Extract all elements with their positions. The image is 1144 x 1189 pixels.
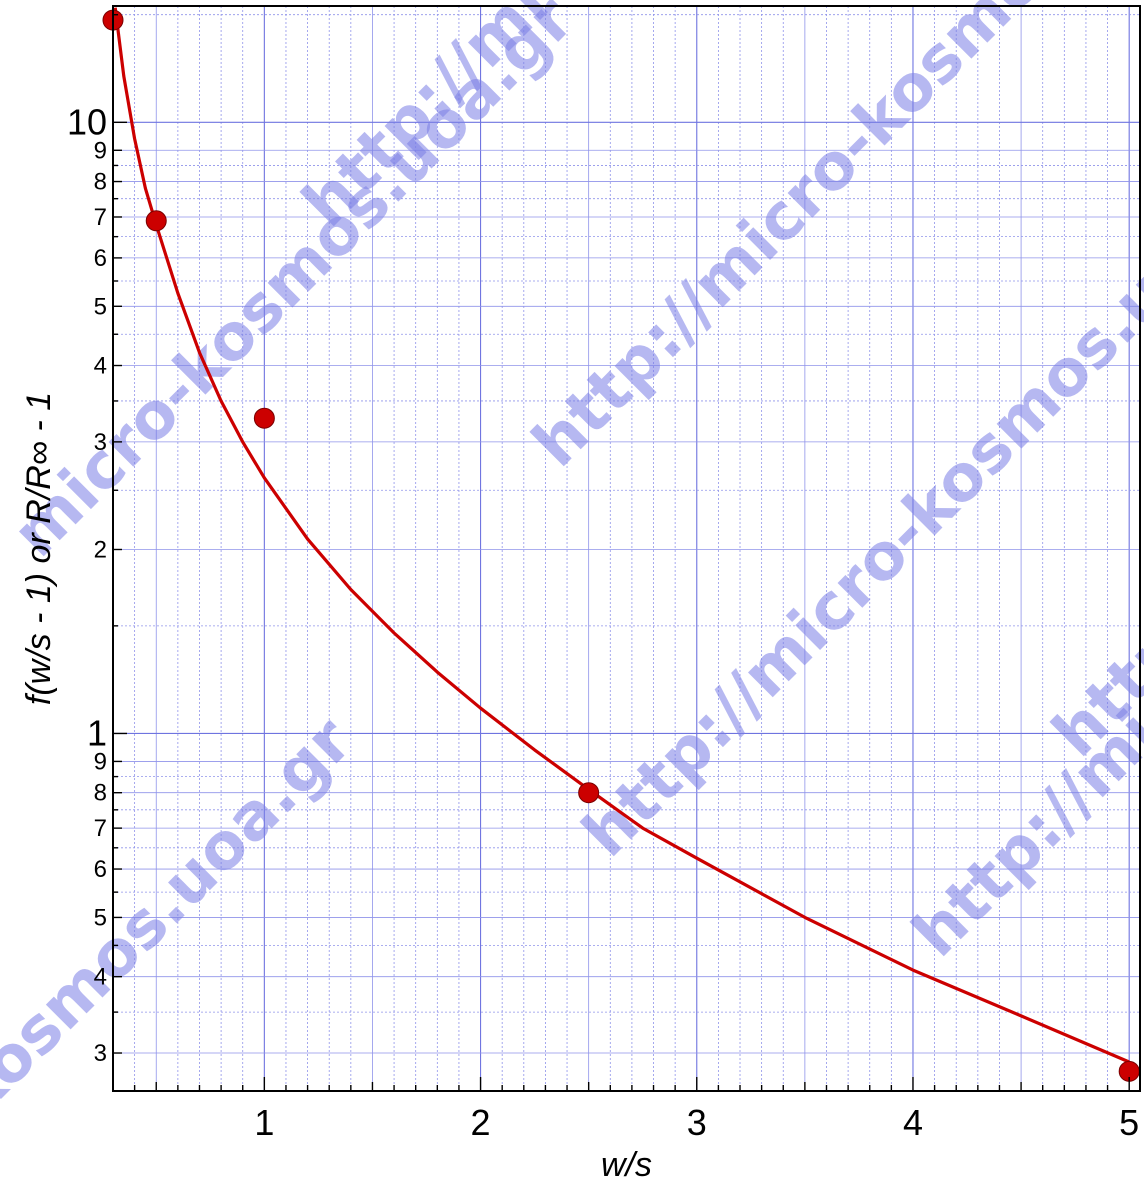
data-point — [578, 782, 600, 804]
watermark-layer: http://micro-kosmos.uoa.gr http://micro-… — [0, 0, 1144, 1131]
y-tick-label: 6 — [94, 856, 107, 883]
grid — [112, 6, 1140, 1091]
x-tick-label: 4 — [903, 1102, 923, 1143]
y-tick-label: 8 — [94, 169, 107, 196]
x-axis: 1 2 3 4 5 — [112, 1077, 1139, 1143]
y-tick-label: 1 — [87, 712, 107, 753]
y-tick-label: 5 — [94, 904, 107, 931]
y-tick-label: 3 — [94, 429, 107, 456]
y-tick-label: 4 — [94, 964, 107, 991]
x-tick-label: 1 — [254, 1102, 274, 1143]
plot-frame — [112, 5, 1141, 1092]
y-tick-label: 4 — [94, 353, 107, 380]
y-tick-label: 6 — [94, 245, 107, 272]
y-tick-label: 2 — [94, 536, 107, 563]
y-tick-label: 9 — [94, 137, 107, 164]
y-tick-label: 3 — [94, 1040, 107, 1067]
data-point — [253, 407, 275, 429]
y-tick-label: 7 — [94, 815, 107, 842]
x-tick-label: 3 — [687, 1102, 707, 1143]
x-tick-label: 2 — [471, 1102, 491, 1143]
y-tick-label: 8 — [94, 780, 107, 807]
x-axis-title: w/s — [601, 1146, 652, 1184]
watermark-text: micro-kosmos.uoa.gr — [0, 0, 588, 571]
data-point — [145, 210, 167, 232]
y-tick-label: 9 — [94, 748, 107, 775]
y-tick-label: 5 — [94, 293, 107, 320]
y-tick-label: 10 — [67, 101, 107, 142]
y-axis-title: f(w/s - 1) or R/R∞ - 1 — [20, 392, 58, 705]
x-tick-label: 5 — [1119, 1102, 1139, 1143]
watermark-text: http://mi — [1039, 497, 1144, 771]
y-tick-label: 7 — [94, 204, 107, 231]
